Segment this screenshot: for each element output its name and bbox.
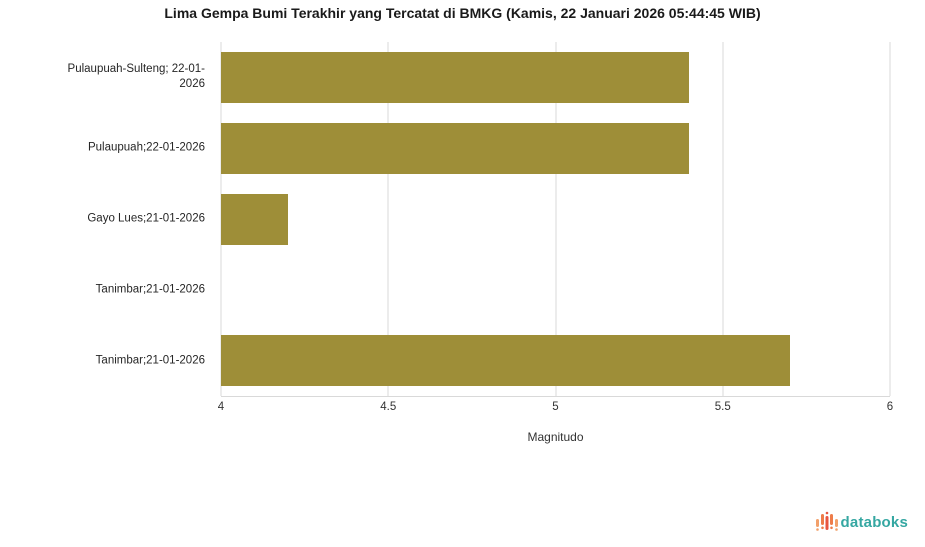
x-tick-label: 5.5 xyxy=(714,401,731,413)
x-axis-title: Magnitudo xyxy=(527,430,584,444)
bar-2[interactable] xyxy=(221,122,690,174)
gridline xyxy=(387,42,389,396)
gridline xyxy=(722,42,724,396)
bar-3[interactable] xyxy=(221,193,288,245)
category-label: Pulaupuah;22-01-2026 xyxy=(87,141,205,154)
pulse-bars-icon xyxy=(815,511,838,531)
gridline xyxy=(889,42,891,396)
category-label: Tanimbar;21-01-2026 xyxy=(95,283,205,296)
gridline xyxy=(555,42,556,396)
brand-footer: databoks xyxy=(815,510,908,534)
category-label: Pulaupuah-Sulteng; 22-01-2026 xyxy=(67,63,205,91)
x-tick-label: 4.5 xyxy=(380,401,397,413)
bar-1[interactable] xyxy=(221,51,690,103)
y-axis-labels: Pulaupuah-Sulteng; 22-01-2026 Pulaupuah;2… xyxy=(0,42,213,396)
x-tick-label: 5 xyxy=(552,401,559,413)
bar-5[interactable] xyxy=(221,335,790,387)
chart-title: Lima Gempa Bumi Terakhir yang Tercatat d… xyxy=(164,5,761,21)
plot-area xyxy=(220,42,891,397)
brand-name: databoks xyxy=(840,513,908,531)
category-label: Gayo Lues;21-01-2026 xyxy=(87,212,205,225)
x-tick-label: 6 xyxy=(886,401,894,413)
x-axis-ticks: 4 4.5 5 5.5 6 xyxy=(217,401,894,417)
x-tick-label: 4 xyxy=(217,401,225,413)
category-label: Tanimbar;21-01-2026 xyxy=(95,354,205,367)
